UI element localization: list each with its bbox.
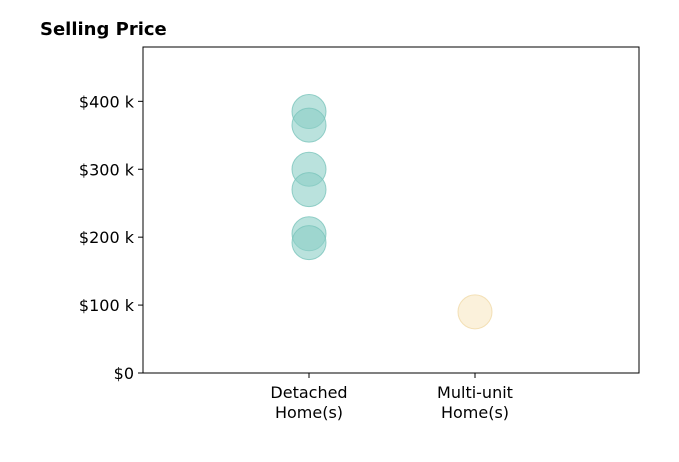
data-points	[291, 94, 493, 330]
x-tick-label: Home(s)	[441, 403, 509, 422]
plot-frame	[142, 46, 640, 374]
data-point	[291, 107, 327, 143]
y-tick-label: $400 k	[79, 92, 135, 111]
x-tick-label: Detached	[270, 383, 347, 402]
x-tick-label: Home(s)	[275, 403, 343, 422]
data-point	[291, 225, 327, 261]
y-tick-label: $0	[114, 364, 134, 383]
y-tick-label: $100 k	[79, 296, 135, 315]
y-tick-label: $300 k	[79, 160, 135, 179]
data-point	[291, 172, 327, 208]
x-tick-label: Multi-unit	[437, 383, 513, 402]
chart-title: Selling Price	[40, 19, 167, 40]
y-axis: $0 $100 k $200 k $300 k $400 k	[79, 92, 143, 383]
data-point	[457, 294, 493, 330]
y-tick-label: $200 k	[79, 228, 135, 247]
